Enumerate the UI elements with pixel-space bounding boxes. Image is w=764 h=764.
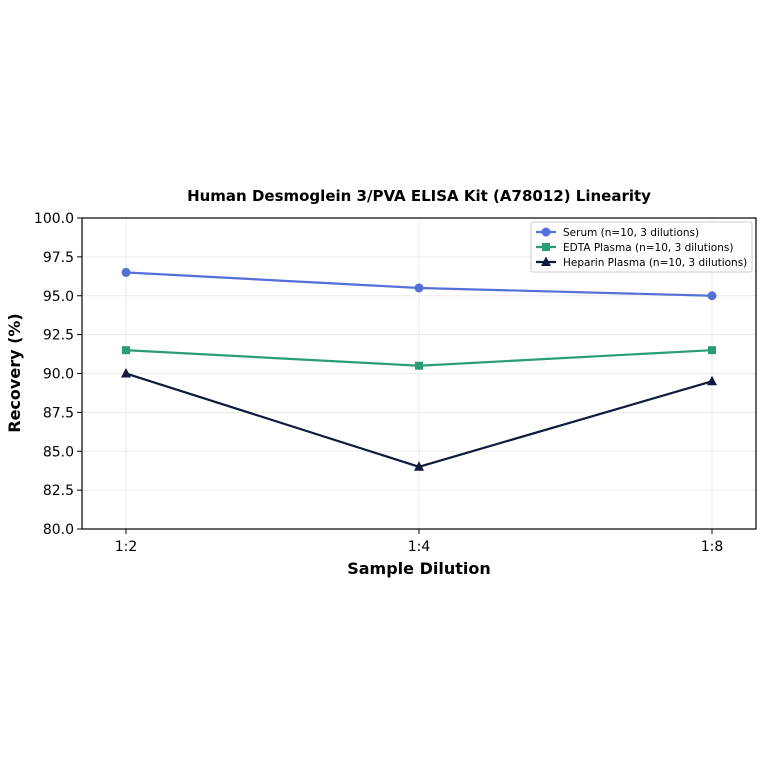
legend-item-serum: Serum (n=10, 3 dilutions) <box>536 227 699 239</box>
legend-marker <box>541 256 551 266</box>
data-point-edta <box>708 346 716 355</box>
series-heparin <box>121 368 717 471</box>
series-layer <box>121 267 717 471</box>
x-tick-label: 1:4 <box>408 539 431 555</box>
data-point-edta <box>415 361 423 370</box>
x-axis: 1:2 1:4 1:8 <box>115 529 724 555</box>
data-point-heparin <box>707 375 717 386</box>
y-tick-label: 92.5 <box>43 328 74 344</box>
y-tick-label: 85.0 <box>43 444 74 460</box>
y-tick-label: 100.0 <box>34 211 74 227</box>
legend-marker <box>542 243 550 251</box>
data-point-serum <box>707 291 717 301</box>
y-tick-label: 87.5 <box>43 405 74 421</box>
legend-label: Heparin Plasma (n=10, 3 dilutions) <box>563 257 747 269</box>
data-point-edta <box>122 346 130 355</box>
y-axis-title: Recovery (%) <box>5 313 24 432</box>
y-axis: 80.0 82.5 85.0 87.5 90.0 92.5 95.0 97.5 100.0 <box>34 211 82 538</box>
legend-label: EDTA Plasma (n=10, 3 dilutions) <box>563 242 733 254</box>
x-tick-label: 1:8 <box>701 539 724 555</box>
data-point-serum <box>121 267 131 277</box>
series-serum <box>121 267 717 301</box>
legend-label: Serum (n=10, 3 dilutions) <box>563 227 699 239</box>
y-tick-label: 82.5 <box>43 483 74 499</box>
data-point-serum <box>414 283 424 293</box>
y-tick-label: 97.5 <box>43 250 74 266</box>
chart-title: Human Desmoglein 3/PVA ELISA Kit (A78012… <box>187 187 651 205</box>
data-point-heparin <box>121 368 131 378</box>
x-axis-title: Sample Dilution <box>347 559 491 578</box>
legend-box <box>530 221 753 273</box>
legend-item-edta: EDTA Plasma (n=10, 3 dilutions) <box>536 242 733 254</box>
y-tick-label: 80.0 <box>43 522 74 538</box>
legend-marker <box>541 227 551 237</box>
y-tick-label: 90.0 <box>43 367 74 383</box>
x-tick-label: 1:2 <box>115 539 138 555</box>
data-point-heparin <box>414 461 424 471</box>
y-tick-label: 95.0 <box>43 289 74 305</box>
legend: Serum (n=10, 3 dilutions) EDTA Plasma (n=… <box>530 221 753 273</box>
series-edta <box>122 346 716 370</box>
legend-item-heparin: Heparin Plasma (n=10, 3 dilutions) <box>536 256 747 269</box>
